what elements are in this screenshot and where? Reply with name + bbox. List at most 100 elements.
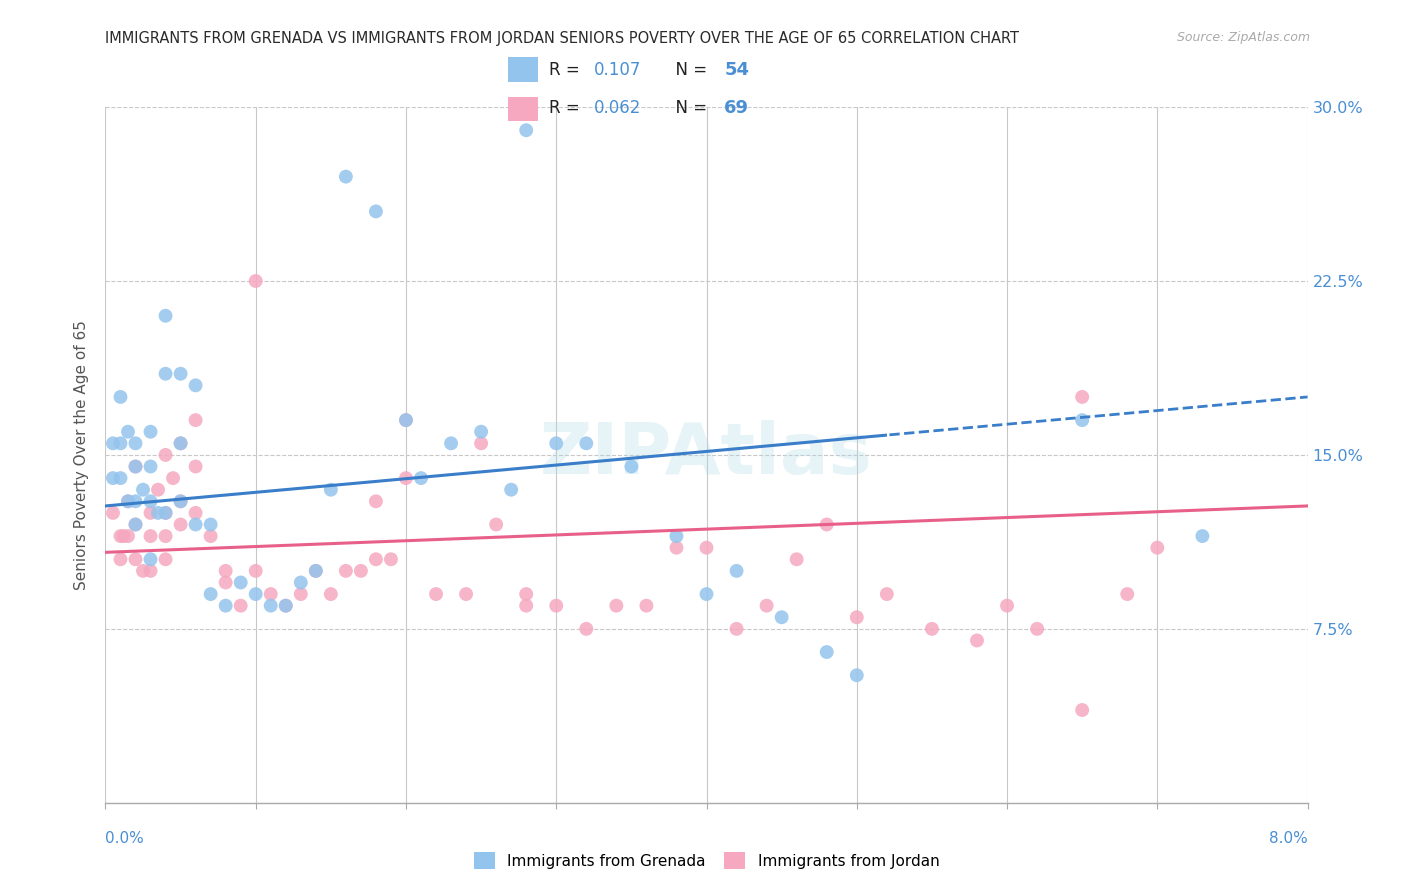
- Point: [229, 599, 252, 613]
- Point: [1191, 529, 1213, 543]
- Point: [770, 610, 793, 624]
- Point: [139, 552, 162, 566]
- Point: [335, 169, 357, 184]
- Point: [1116, 587, 1139, 601]
- Point: [515, 599, 537, 613]
- Point: [501, 483, 523, 497]
- Point: [665, 541, 688, 555]
- Point: [454, 587, 477, 601]
- Point: [395, 413, 418, 427]
- Point: [755, 599, 778, 613]
- Point: [214, 575, 236, 590]
- Point: [124, 494, 146, 508]
- Point: [620, 459, 643, 474]
- Text: 8.0%: 8.0%: [1268, 831, 1308, 846]
- Point: [335, 564, 357, 578]
- Point: [155, 448, 177, 462]
- Text: Source: ZipAtlas.com: Source: ZipAtlas.com: [1177, 31, 1310, 45]
- Point: [169, 436, 191, 450]
- Point: [575, 436, 598, 450]
- Text: N =: N =: [665, 61, 713, 78]
- Point: [200, 517, 222, 532]
- Point: [101, 436, 124, 450]
- Point: [184, 413, 207, 427]
- Bar: [508, 57, 538, 82]
- Point: [139, 425, 162, 439]
- Point: [364, 552, 387, 566]
- Text: 54: 54: [724, 61, 749, 78]
- Point: [364, 204, 387, 219]
- Point: [229, 575, 252, 590]
- Point: [515, 587, 537, 601]
- Point: [169, 494, 191, 508]
- Point: [696, 541, 718, 555]
- Point: [124, 459, 146, 474]
- Point: [184, 517, 207, 532]
- Text: N =: N =: [665, 99, 713, 117]
- Point: [470, 425, 492, 439]
- Point: [184, 378, 207, 392]
- Point: [636, 599, 658, 613]
- Point: [101, 471, 124, 485]
- Point: [200, 587, 222, 601]
- Point: [214, 599, 236, 613]
- Point: [380, 552, 402, 566]
- Point: [155, 309, 177, 323]
- Point: [290, 587, 312, 601]
- Text: IMMIGRANTS FROM GRENADA VS IMMIGRANTS FROM JORDAN SENIORS POVERTY OVER THE AGE O: IMMIGRANTS FROM GRENADA VS IMMIGRANTS FR…: [105, 31, 1019, 46]
- Point: [169, 367, 191, 381]
- Point: [395, 413, 418, 427]
- Point: [117, 529, 139, 543]
- Point: [319, 483, 342, 497]
- Point: [132, 564, 155, 578]
- Point: [876, 587, 898, 601]
- Point: [200, 529, 222, 543]
- Point: [101, 506, 124, 520]
- Point: [155, 552, 177, 566]
- Point: [575, 622, 598, 636]
- Point: [139, 529, 162, 543]
- Point: [546, 436, 568, 450]
- Text: 0.107: 0.107: [595, 61, 641, 78]
- Point: [155, 367, 177, 381]
- Point: [725, 622, 748, 636]
- Point: [260, 587, 283, 601]
- Point: [696, 587, 718, 601]
- Point: [110, 436, 132, 450]
- Point: [845, 668, 868, 682]
- Point: [440, 436, 463, 450]
- Point: [1071, 413, 1094, 427]
- Point: [274, 599, 297, 613]
- Point: [124, 459, 146, 474]
- Point: [815, 517, 838, 532]
- Point: [184, 459, 207, 474]
- Point: [169, 436, 191, 450]
- Point: [146, 483, 169, 497]
- Point: [425, 587, 447, 601]
- Point: [110, 529, 132, 543]
- Point: [305, 564, 328, 578]
- Point: [815, 645, 838, 659]
- Point: [1026, 622, 1049, 636]
- Bar: [508, 96, 538, 121]
- Point: [290, 575, 312, 590]
- Point: [124, 517, 146, 532]
- Point: [146, 506, 169, 520]
- Point: [350, 564, 373, 578]
- Point: [124, 552, 146, 566]
- Point: [470, 436, 492, 450]
- Point: [124, 517, 146, 532]
- Point: [1146, 541, 1168, 555]
- Point: [110, 390, 132, 404]
- Point: [169, 517, 191, 532]
- Text: 0.0%: 0.0%: [105, 831, 145, 846]
- Point: [364, 494, 387, 508]
- Point: [155, 506, 177, 520]
- Point: [162, 471, 184, 485]
- Point: [409, 471, 432, 485]
- Point: [319, 587, 342, 601]
- Point: [110, 471, 132, 485]
- Point: [1071, 390, 1094, 404]
- Point: [395, 471, 418, 485]
- Point: [117, 494, 139, 508]
